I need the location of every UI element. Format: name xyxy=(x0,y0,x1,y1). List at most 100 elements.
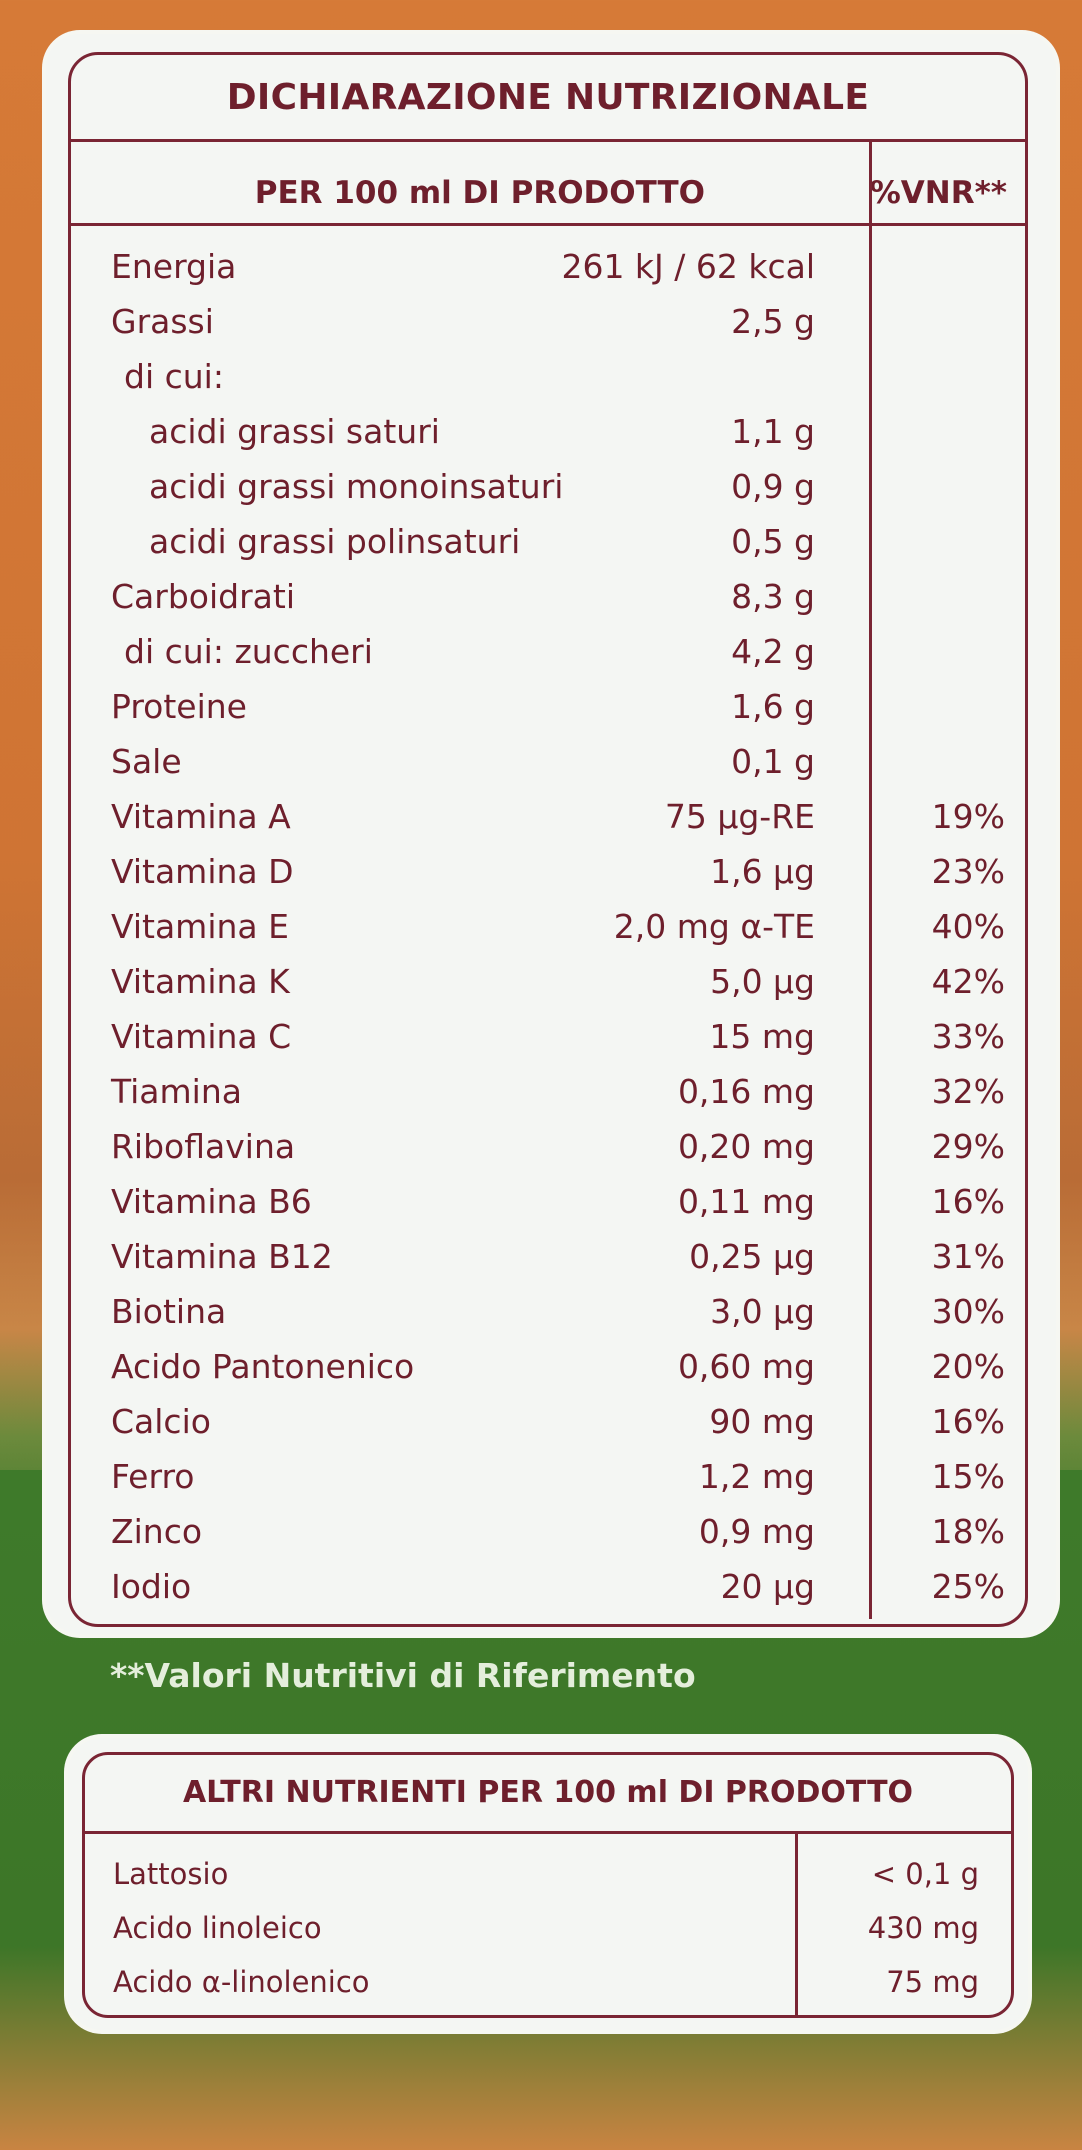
nutrient-value: 0,11 mg xyxy=(677,1182,815,1221)
nutrient-name: Riboflavina xyxy=(111,1127,296,1166)
nutrient-value: 0,5 g xyxy=(731,522,815,561)
other-nutrients-title: ALTRI NUTRIENTI PER 100 ml DI PRODOTTO xyxy=(182,1775,914,1810)
nutrient-value: 2,0 mg α-TE xyxy=(613,907,815,946)
nutrient-value: 90 mg xyxy=(709,1402,815,1441)
table-row: Vitamina E 2,0 mg α-TE 40% xyxy=(71,901,1025,956)
nutrient-name: Vitamina E xyxy=(111,907,289,946)
nutrient-name: Zinco xyxy=(111,1512,203,1551)
nutrient-vnr-percent: 33% xyxy=(931,1017,1005,1056)
table-row: Vitamina B6 0,11 mg 16% xyxy=(71,1176,1025,1231)
nutrient-value: 0,60 mg xyxy=(677,1347,815,1386)
nutrient-name: di cui: xyxy=(124,357,224,396)
nutrition-panel: DICHIARAZIONE NUTRIZIONALE PER 100 ml DI… xyxy=(46,34,1056,1634)
other-title-divider xyxy=(85,1831,1011,1834)
nutrient-name: acidi grassi saturi xyxy=(149,412,440,451)
table-row: Vitamina A 75 µg-RE 19% xyxy=(71,791,1025,846)
nutrient-name: Iodio xyxy=(111,1567,192,1606)
footnote: **Valori Nutritivi di Riferimento xyxy=(110,1656,696,1695)
vnr-column-divider xyxy=(869,139,872,1619)
table-row: Ferro 1,2 mg 15% xyxy=(71,1451,1025,1506)
nutrient-name: Acido linoleico xyxy=(113,1911,322,1945)
nutrient-value: 0,9 mg xyxy=(698,1512,815,1551)
other-nutrients-rows: Lattosio < 0,1 g Acido linoleico 430 mg Acid… xyxy=(85,1849,1011,2011)
table-row: Acido linoleico 430 mg xyxy=(85,1903,1011,1957)
nutrient-vnr-percent: 16% xyxy=(931,1182,1005,1221)
nutrient-value: 261 kJ / 62 kcal xyxy=(561,247,815,286)
table-row: Zinco 0,9 mg 18% xyxy=(71,1506,1025,1561)
nutrient-value: < 0,1 g xyxy=(871,1857,979,1891)
nutrient-name: Lattosio xyxy=(113,1857,229,1891)
nutrient-name: Vitamina B6 xyxy=(111,1182,312,1221)
nutrient-name: Acido Pantonenico xyxy=(111,1347,415,1386)
nutrient-vnr-percent: 20% xyxy=(931,1347,1005,1386)
nutrient-value: 430 mg xyxy=(867,1911,979,1945)
nutrient-value: 5,0 µg xyxy=(710,962,815,1001)
nutrient-name: Sale xyxy=(111,742,182,781)
nutrient-value: 0,25 µg xyxy=(689,1237,815,1276)
nutrient-value: 0,1 g xyxy=(731,742,815,781)
nutrient-name: Acido α-linolenico xyxy=(113,1965,370,1999)
table-row: Sale 0,1 g xyxy=(71,736,1025,791)
table-row: Riboflavina 0,20 mg 29% xyxy=(71,1121,1025,1176)
nutrient-name: Grassi xyxy=(111,302,214,341)
nutrient-name: Biotina xyxy=(111,1292,227,1331)
nutrient-value: 0,9 g xyxy=(731,467,815,506)
table-row: Lattosio < 0,1 g xyxy=(85,1849,1011,1903)
nutrient-value: 8,3 g xyxy=(731,577,815,616)
nutrient-value: 1,1 g xyxy=(731,412,815,451)
nutrient-vnr-percent: 32% xyxy=(931,1072,1005,1111)
nutrient-name: Vitamina C xyxy=(111,1017,292,1056)
nutrition-table-title: DICHIARAZIONE NUTRIZIONALE xyxy=(226,77,870,118)
table-row: acidi grassi monoinsaturi 0,9 g xyxy=(71,461,1025,516)
nutrient-vnr-percent: 30% xyxy=(931,1292,1005,1331)
nutrient-value: 4,2 g xyxy=(731,632,815,671)
other-nutrients-panel: ALTRI NUTRIENTI PER 100 ml DI PRODOTTO L… xyxy=(68,1738,1028,2030)
nutrient-vnr-percent: 19% xyxy=(931,797,1005,836)
nutrient-name: Vitamina K xyxy=(111,962,290,1001)
table-row: Vitamina D 1,6 µg 23% xyxy=(71,846,1025,901)
table-row: Vitamina C 15 mg 33% xyxy=(71,1011,1025,1066)
nutrient-vnr-percent: 18% xyxy=(931,1512,1005,1551)
nutrient-value: 0,20 mg xyxy=(677,1127,815,1166)
nutrient-name: acidi grassi monoinsaturi xyxy=(149,467,564,506)
table-row: Biotina 3,0 µg 30% xyxy=(71,1286,1025,1341)
nutrient-vnr-percent: 29% xyxy=(931,1127,1005,1166)
nutrient-vnr-percent: 42% xyxy=(931,962,1005,1001)
table-row: di cui: zuccheri 4,2 g xyxy=(71,626,1025,681)
nutrient-vnr-percent: 40% xyxy=(931,907,1005,946)
table-row: Calcio 90 mg 16% xyxy=(71,1396,1025,1451)
nutrient-name: Calcio xyxy=(111,1402,211,1441)
table-row: Acido Pantonenico 0,60 mg 20% xyxy=(71,1341,1025,1396)
nutrient-value: 3,0 µg xyxy=(710,1292,815,1331)
nutrient-name: Vitamina B12 xyxy=(111,1237,333,1276)
nutrition-table: DICHIARAZIONE NUTRIZIONALE PER 100 ml DI… xyxy=(68,52,1028,1627)
nutrient-value: 0,16 mg xyxy=(677,1072,815,1111)
column-header-per100: PER 100 ml DI PRODOTTO xyxy=(254,175,705,211)
nutrient-name: Vitamina A xyxy=(111,797,291,836)
nutrient-value: 1,6 µg xyxy=(710,852,815,891)
nutrient-vnr-percent: 23% xyxy=(931,852,1005,891)
nutrient-name: Tiamina xyxy=(111,1072,242,1111)
nutrient-value: 2,5 g xyxy=(731,302,815,341)
table-row: di cui: xyxy=(71,351,1025,406)
other-column-divider xyxy=(795,1831,798,2018)
nutrient-value: 1,6 g xyxy=(731,687,815,726)
nutrient-vnr-percent: 25% xyxy=(931,1567,1005,1606)
nutrient-value: 75 mg xyxy=(886,1965,979,1999)
nutrient-name: acidi grassi polinsaturi xyxy=(149,522,521,561)
table-row: Energia 261 kJ / 62 kcal xyxy=(71,241,1025,296)
nutrition-rows: Energia 261 kJ / 62 kcal Grassi 2,5 g di cui… xyxy=(71,241,1025,1616)
nutrient-value: 1,2 mg xyxy=(698,1457,815,1496)
table-row: Tiamina 0,16 mg 32% xyxy=(71,1066,1025,1121)
nutrient-name: Vitamina D xyxy=(111,852,294,891)
title-divider xyxy=(71,139,1025,142)
nutrient-value: 75 µg-RE xyxy=(664,797,815,836)
table-row: Iodio 20 µg 25% xyxy=(71,1561,1025,1616)
nutrient-name: Carboidrati xyxy=(111,577,295,616)
table-row: acidi grassi saturi 1,1 g xyxy=(71,406,1025,461)
nutrient-vnr-percent: 31% xyxy=(931,1237,1005,1276)
header-divider xyxy=(71,223,1025,226)
nutrient-name: di cui: zuccheri xyxy=(124,632,373,671)
table-row: Carboidrati 8,3 g xyxy=(71,571,1025,626)
nutrient-name: Ferro xyxy=(111,1457,195,1496)
